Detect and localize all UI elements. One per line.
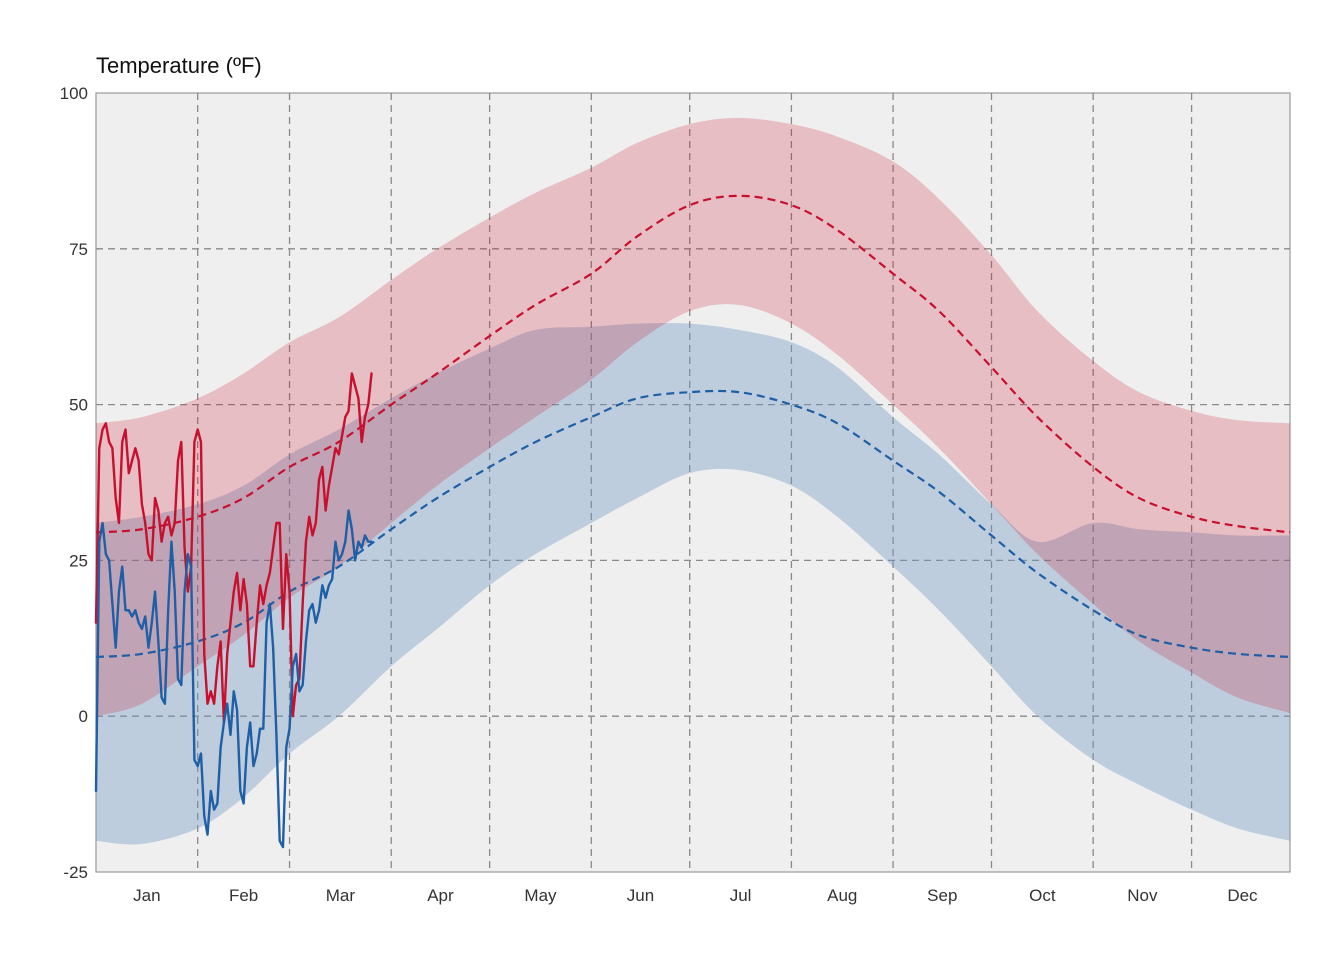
daily-series xyxy=(94,372,373,849)
x-axis-ticks: Jan Feb Mar Apr May Jun Jul Aug Sep Oct Nov Dec xyxy=(133,886,1258,905)
x-tick-label: Feb xyxy=(229,886,258,905)
y-axis-ticks: -25 0 25 50 75 100 xyxy=(60,84,88,882)
x-tick-label: Dec xyxy=(1227,886,1258,905)
high-normal-line xyxy=(95,194,1291,534)
x-tick-label: May xyxy=(524,886,557,905)
y-tick-label: 50 xyxy=(69,396,88,415)
y-tick-label: 100 xyxy=(60,84,88,103)
plot-background xyxy=(95,92,1291,873)
y-tick-label: 0 xyxy=(79,707,88,726)
x-tick-label: Oct xyxy=(1029,886,1056,905)
daily-high-line xyxy=(94,372,373,724)
x-tick-label: Apr xyxy=(427,886,454,905)
normal-range-bands xyxy=(96,117,1290,845)
y-gridlines xyxy=(96,248,1290,717)
y-axis-title: Temperature (ºF) xyxy=(96,53,262,78)
x-gridlines xyxy=(197,93,1193,872)
x-tick-label: Aug xyxy=(827,886,857,905)
x-tick-label: Mar xyxy=(326,886,356,905)
x-tick-label: Nov xyxy=(1127,886,1158,905)
x-tick-label: Jan xyxy=(133,886,160,905)
y-tick-label: 75 xyxy=(69,240,88,259)
x-tick-label: Jul xyxy=(730,886,752,905)
low-normal-band xyxy=(96,322,1290,845)
x-tick-label: Sep xyxy=(927,886,957,905)
y-tick-label: 25 xyxy=(69,551,88,570)
high-normal-band xyxy=(96,117,1290,717)
daily-low-line xyxy=(94,509,373,849)
x-tick-label: Jun xyxy=(627,886,654,905)
y-tick-label: -25 xyxy=(63,863,88,882)
